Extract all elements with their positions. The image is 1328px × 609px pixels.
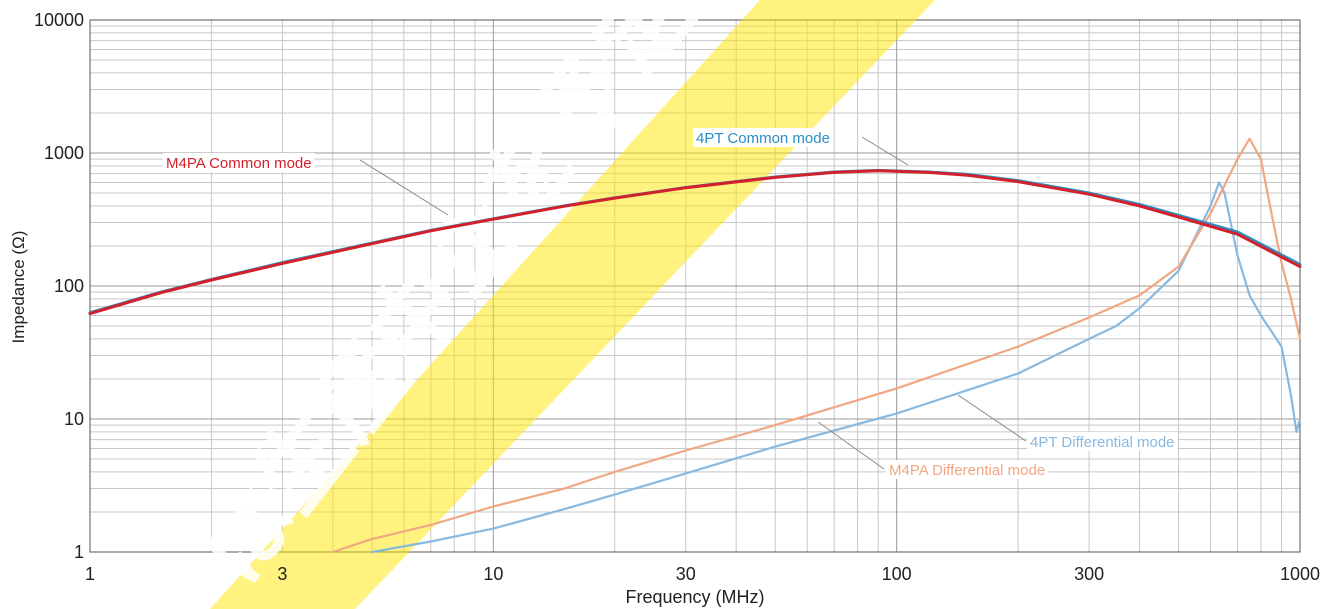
series-line-m4pa-common-mode: [88, 169, 1302, 316]
callout-leader-4pt-common-mode: [861, 136, 909, 166]
watermark-stripe: [210, 0, 935, 609]
x-tick-label: 30: [676, 564, 696, 584]
x-tick-label: 10: [483, 564, 503, 584]
y-tick-label: 1000: [44, 143, 84, 163]
x-tick-label: 1: [85, 564, 95, 584]
callout-label-m4pa-common-mode: M4PA Common mode: [166, 155, 312, 172]
series-layer: [88, 137, 1302, 554]
y-tick-label: 1: [74, 542, 84, 562]
series-callouts: M4PA Common mode 4PT Common mode 4PT Diffe…: [163, 128, 1178, 479]
x-tick-labels: 1 3 10 30 100 300 1000: [85, 564, 1320, 584]
y-tick-label: 100: [54, 276, 84, 296]
watermark-band: は生産中止を予定: [179, 0, 935, 609]
callout-bg-4pt-common-mode: [693, 128, 833, 147]
x-tick-label: 3: [277, 564, 287, 584]
y-axis-label: Impedance (Ω): [9, 231, 28, 344]
x-tick-label: 300: [1074, 564, 1104, 584]
callout-leader-4pt-differential-mode: [957, 394, 1027, 442]
series-line-m4pa-differential-mode: [331, 137, 1302, 554]
callout-label-4pt-differential-mode: 4PT Differential mode: [1030, 434, 1175, 451]
series-line-4pt-differential-mode: [370, 181, 1302, 554]
x-axis-label: Frequency (MHz): [625, 587, 764, 607]
callout-bg-m4pa-differential-mode: [886, 460, 1049, 479]
x-tick-label: 100: [882, 564, 912, 584]
y-tick-label: 10: [64, 409, 84, 429]
callout-leader-m4pa-differential-mode: [817, 421, 885, 470]
callout-bg-m4pa-common-mode: [163, 153, 315, 172]
callout-label-m4pa-differential-mode: M4PA Differential mode: [889, 462, 1045, 479]
y-tick-label: 10000: [34, 10, 84, 30]
callout-bg-4pt-differential-mode: [1027, 432, 1178, 451]
x-tick-label: 1000: [1280, 564, 1320, 584]
y-tick-labels: 1 10 100 1000 10000: [34, 10, 84, 562]
callout-label-4pt-common-mode: 4PT Common mode: [696, 130, 830, 147]
callout-leader-m4pa-common-mode: [359, 159, 449, 216]
plot-frame: [89, 19, 1301, 553]
